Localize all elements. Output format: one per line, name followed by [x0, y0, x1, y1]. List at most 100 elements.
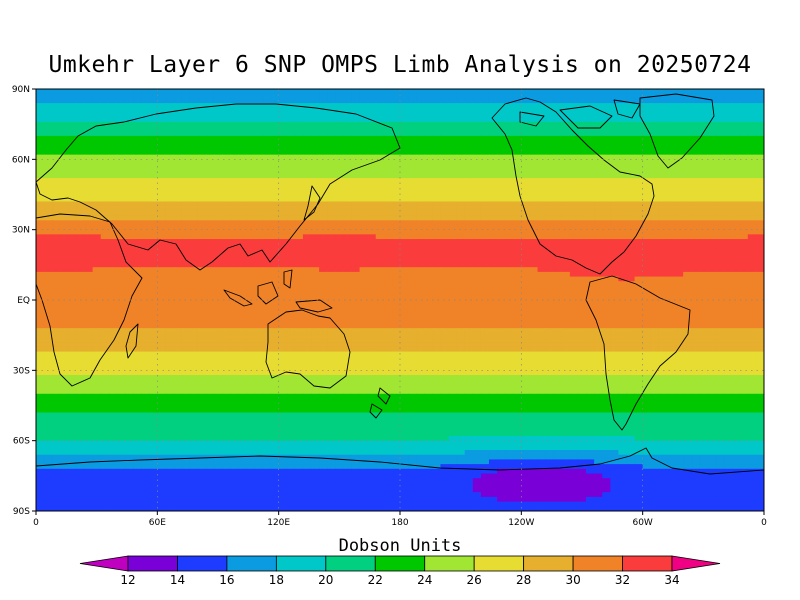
field-cell [213, 323, 223, 329]
field-cell [286, 285, 296, 292]
field-cell [537, 117, 547, 123]
field-cell [205, 140, 215, 146]
field-cell [311, 229, 320, 235]
field-cell [739, 285, 749, 292]
field-cell [497, 149, 506, 156]
field-cell [52, 215, 61, 221]
field-cell [400, 337, 409, 343]
field-cell [327, 131, 336, 137]
field-cell [602, 173, 611, 179]
field-cell [480, 304, 490, 310]
field-cell [650, 103, 660, 109]
field-cell [650, 239, 660, 245]
field-cell [456, 253, 466, 259]
field-cell [133, 346, 142, 353]
field-cell [747, 201, 757, 207]
field-cell [553, 243, 563, 250]
field-cell [408, 318, 417, 325]
field-cell [488, 206, 498, 212]
field-cell [618, 131, 628, 137]
field-cell [246, 89, 255, 95]
field-cell [246, 149, 255, 156]
field-cell [335, 276, 344, 282]
field-cell [173, 234, 183, 240]
field-cell [602, 253, 611, 259]
field-cell [586, 131, 595, 137]
field-cell [189, 267, 199, 273]
field-cell [642, 140, 652, 146]
field-cell [618, 126, 628, 132]
field-cell [456, 318, 466, 325]
field-cell [666, 304, 676, 310]
field-cell [359, 210, 369, 217]
field-cell [197, 257, 207, 264]
field-cell [432, 164, 442, 170]
field-cell [197, 145, 207, 151]
field-cell [197, 126, 207, 132]
field-cell [537, 201, 547, 207]
field-cell [181, 145, 191, 151]
field-cell [197, 290, 207, 296]
field-cell [432, 154, 442, 160]
field-cell [618, 173, 628, 179]
field-cell [343, 131, 353, 137]
field-cell [586, 285, 595, 292]
field-cell [626, 149, 636, 156]
field-cell [739, 314, 749, 320]
field-cell [480, 309, 490, 315]
field-cell [383, 323, 393, 329]
field-cell [521, 224, 531, 231]
field-cell [723, 131, 733, 137]
field-cell [108, 271, 118, 278]
field-cell [246, 178, 255, 184]
field-cell [302, 285, 312, 292]
field-cell [731, 304, 741, 310]
field-cell [408, 206, 417, 212]
field-cell [416, 318, 425, 325]
field-cell [529, 182, 539, 189]
field-cell [731, 309, 741, 315]
field-cell [302, 276, 312, 282]
field-cell [60, 328, 69, 334]
field-cell [658, 253, 668, 259]
field-cell [222, 168, 231, 174]
field-cell [278, 93, 288, 99]
field-cell [488, 210, 498, 217]
field-cell [367, 168, 377, 174]
field-cell [319, 107, 328, 114]
field-cell [553, 93, 563, 99]
field-cell [108, 281, 118, 287]
field-cell [715, 121, 725, 128]
field-cell [189, 248, 199, 254]
field-cell [108, 276, 118, 282]
field-cell [238, 290, 247, 296]
field-cell [626, 168, 636, 174]
field-cell [424, 239, 433, 245]
field-cell [513, 164, 522, 170]
field-cell [497, 215, 506, 221]
field-cell [691, 93, 700, 99]
field-cell [133, 131, 142, 137]
field-cell [84, 178, 94, 184]
field-cell [707, 187, 717, 193]
field-cell [343, 290, 353, 296]
field-cell [302, 337, 312, 343]
field-cell [618, 93, 628, 99]
field-cell [586, 196, 595, 203]
field-cell [327, 145, 336, 151]
field-cell [254, 314, 264, 320]
field-cell [715, 131, 725, 137]
field-cell [642, 131, 652, 137]
field-cell [343, 229, 353, 235]
field-cell [133, 253, 142, 259]
field-cell [343, 304, 353, 310]
field-cell [230, 178, 239, 184]
field-cell [650, 234, 660, 240]
field-cell [116, 201, 126, 207]
field-cell [537, 140, 547, 146]
field-cell [52, 328, 61, 334]
field-cell [497, 121, 506, 128]
field-cell [658, 276, 668, 282]
field-cell [44, 140, 53, 146]
field-cell [529, 276, 539, 282]
